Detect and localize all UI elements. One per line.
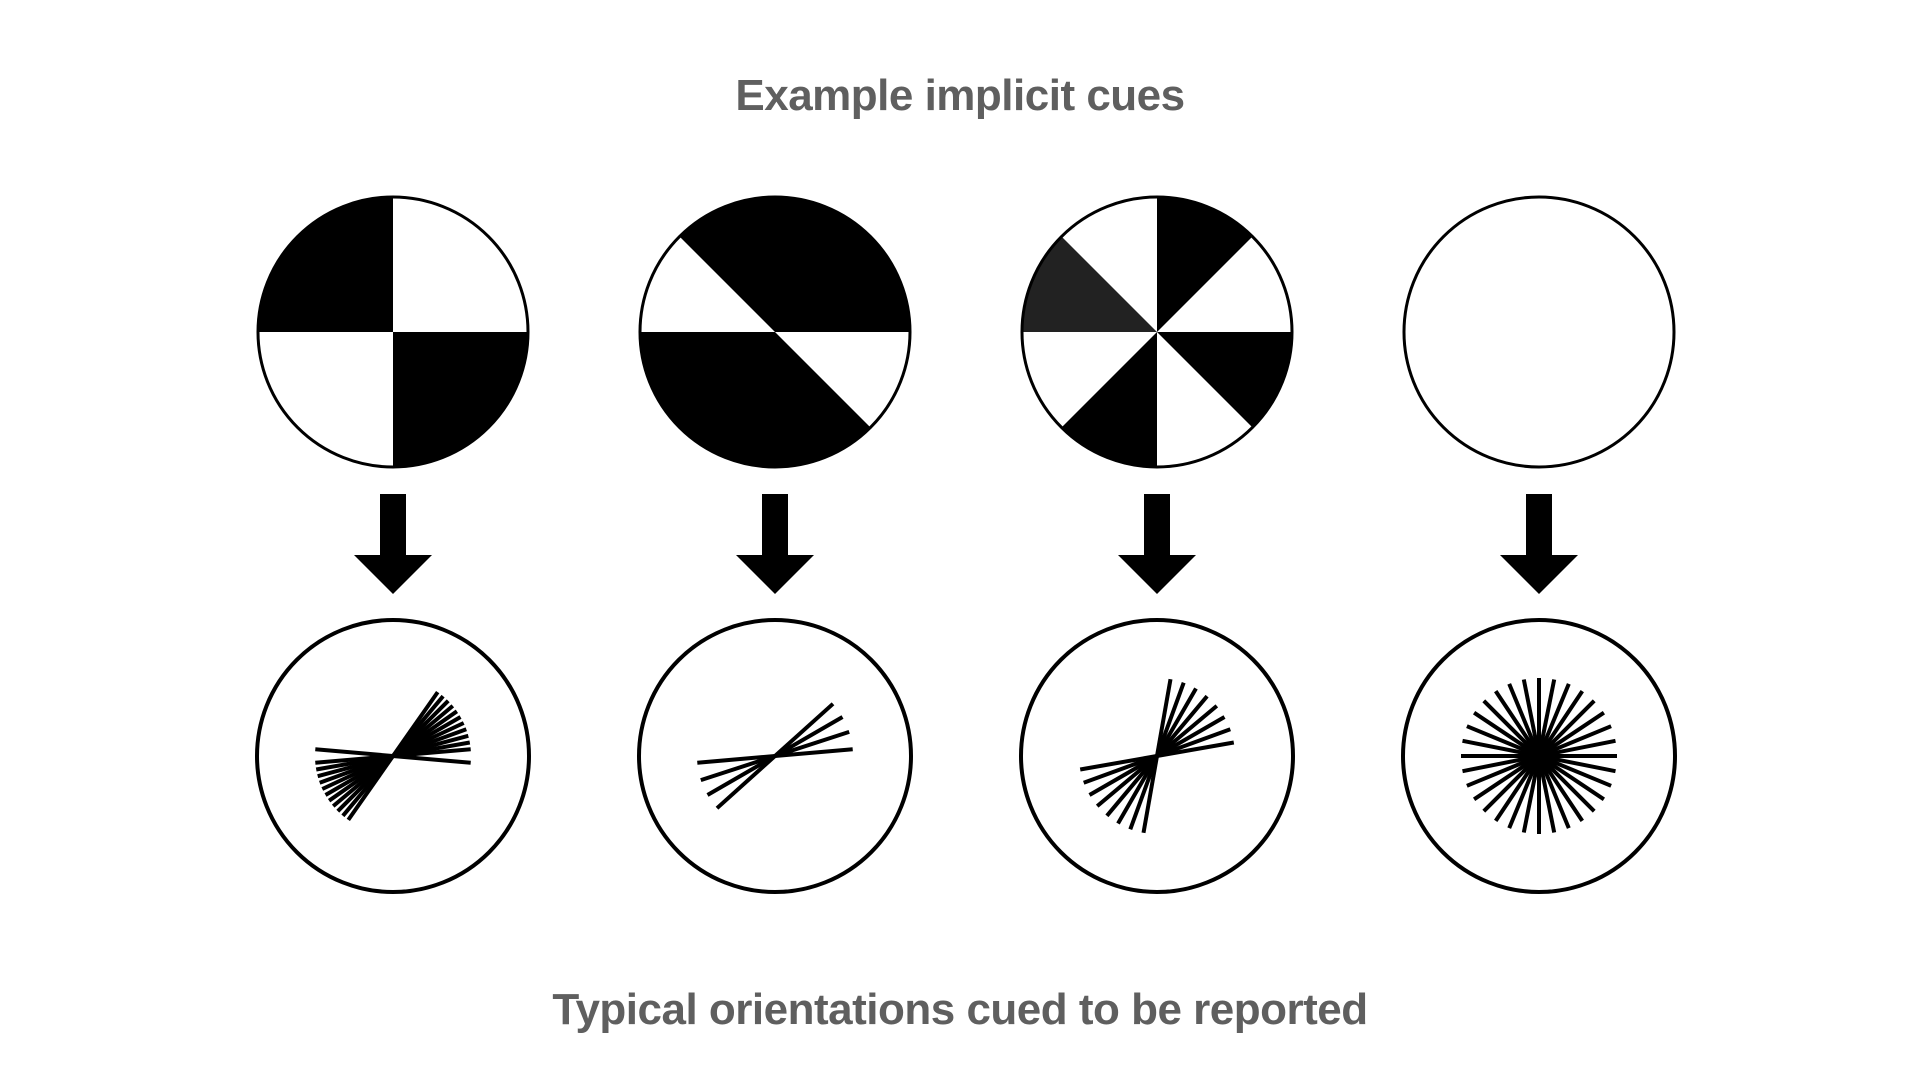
report-circle-halves-diagonal xyxy=(637,618,913,894)
top-heading: Example implicit cues xyxy=(735,71,1185,120)
down-arrow-2 xyxy=(736,494,814,594)
down-arrow-1 xyxy=(354,494,432,594)
cue-circle-octants xyxy=(1020,195,1294,469)
down-arrow-3 xyxy=(1118,494,1196,594)
orientation-line-quadrants xyxy=(346,690,440,822)
report-circle-quadrants xyxy=(255,618,531,894)
orientation-line-octants xyxy=(1141,678,1173,834)
cue-circle-uninformative xyxy=(1402,195,1676,469)
down-arrow-4 xyxy=(1500,494,1578,594)
report-circle-octants xyxy=(1019,618,1295,894)
report-circle-uninformative xyxy=(1401,618,1677,894)
bottom-heading: Typical orientations cued to be reported xyxy=(552,985,1368,1034)
orientation-line-uninformative xyxy=(1462,738,1616,774)
cue-circle-quadrants xyxy=(256,195,530,469)
orientation-lines xyxy=(315,678,1617,834)
orientation-line-halves-diagonal xyxy=(715,702,835,810)
cue-circle-halves-diagonal xyxy=(638,195,912,469)
